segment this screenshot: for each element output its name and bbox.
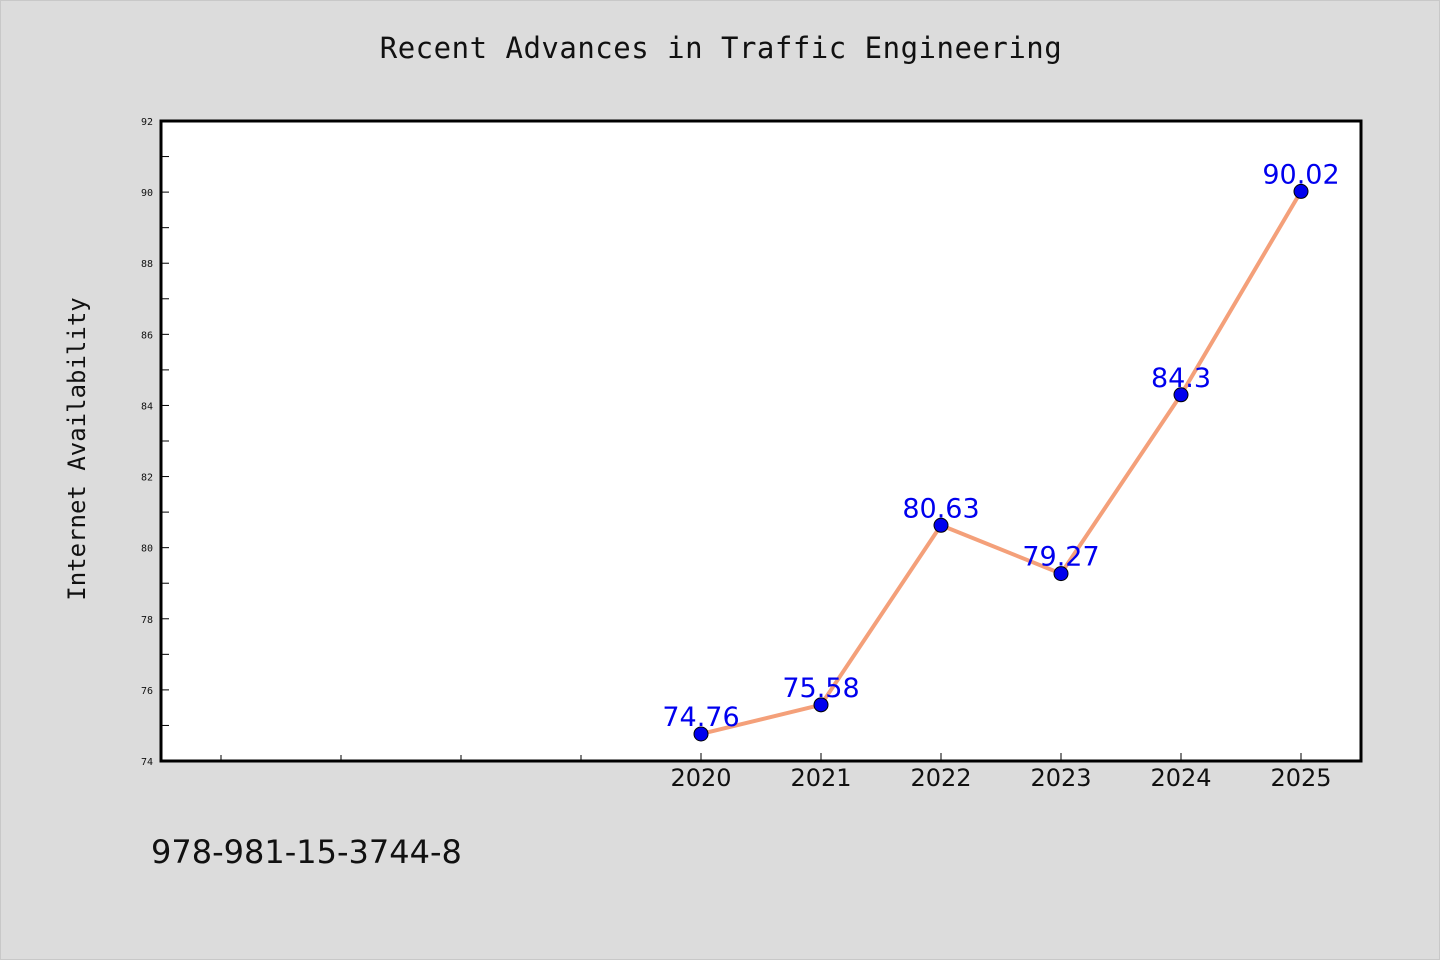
data-point [1053,566,1069,582]
y-tick-label: 86 [141,330,153,341]
data-label: 75.58 [782,673,859,704]
data-label: 84.3 [1151,363,1211,394]
y-tick-label: 76 [141,686,153,697]
y-tick-label: 92 [141,117,153,128]
chart-title: Recent Advances in Traffic Engineering [379,31,1063,65]
y-tick-label: 90 [141,188,153,199]
data-point [1293,183,1309,199]
x-tick-label: 2021 [790,764,851,792]
data-point [933,517,949,533]
data-point [693,726,709,742]
isbn-code: 978-981-15-3744-8 [151,833,462,871]
x-tick-label: 2024 [1150,764,1211,792]
data-label: 79.27 [1022,542,1099,573]
data-label: 80.63 [902,493,979,524]
x-tick-label: 2025 [1270,764,1331,792]
y-tick-label: 82 [141,473,153,484]
y-tick-label: 84 [141,401,153,412]
x-tick-label: 2020 [670,764,731,792]
y-tick-label: 80 [141,544,153,555]
y-tick-label: 88 [141,259,153,270]
x-tick-label: 2022 [910,764,971,792]
plot-area [161,121,1361,761]
data-point [813,697,829,713]
y-tick-label: 74 [141,757,153,768]
plot-frame [159,119,1363,763]
series-line [700,190,1303,736]
x-tick-label: 2023 [1030,764,1091,792]
data-label: 74.76 [662,702,739,733]
y-tick-label: 78 [141,615,153,626]
data-label: 90.02 [1262,159,1339,190]
data-point [1173,387,1189,403]
